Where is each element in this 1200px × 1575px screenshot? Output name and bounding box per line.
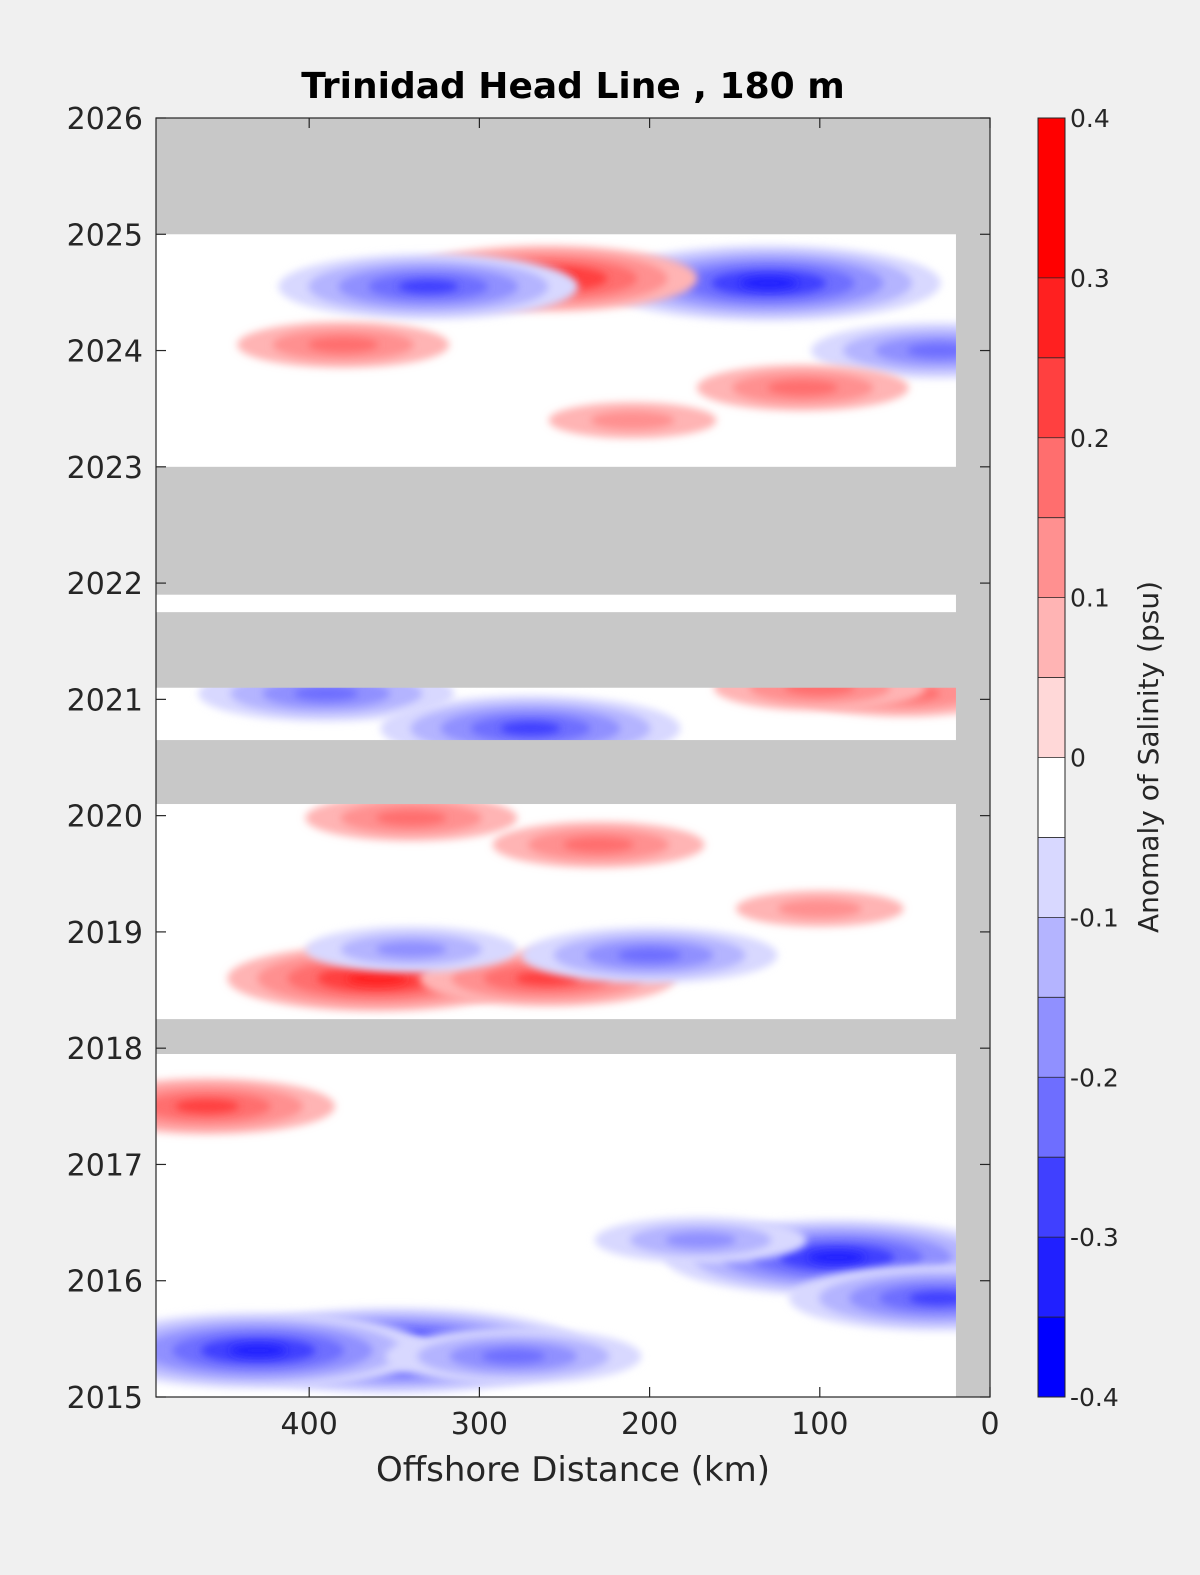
anomaly-contour xyxy=(229,1344,287,1357)
anomaly-feature xyxy=(156,1078,336,1135)
anomaly-contour xyxy=(175,1099,240,1114)
anomaly-contour xyxy=(347,971,408,986)
anomaly-contour xyxy=(908,1291,969,1305)
colorbar-band xyxy=(1038,997,1065,1078)
anomaly-feature xyxy=(594,1217,807,1264)
anomaly-contour xyxy=(375,941,447,958)
colorbar-band xyxy=(1038,277,1065,358)
anomaly-contour xyxy=(375,810,447,826)
anomaly-contour xyxy=(617,948,682,963)
anomaly-feature xyxy=(156,1312,431,1389)
colorbar: 0.4 0.3 0.2 0.1 0 -0.1 -0.2 -0.3 -0.4 Anomaly of… xyxy=(1037,104,1165,1412)
colorbar-band xyxy=(1038,118,1065,278)
y-tick-label: 2019 xyxy=(67,916,143,951)
anomaly-feature xyxy=(305,926,518,973)
anomaly-contour xyxy=(294,686,359,701)
colorbar-band xyxy=(1038,917,1065,998)
y-tick-label: 2024 xyxy=(67,335,143,370)
x-tick-label: 0 xyxy=(980,1407,999,1442)
anomaly-contour xyxy=(398,279,459,294)
colorbar-bands xyxy=(1038,118,1065,1397)
anomaly-feature xyxy=(278,253,579,320)
plot-frame xyxy=(155,117,991,1398)
missing-data-block xyxy=(156,612,990,688)
anomaly-contour xyxy=(500,721,561,736)
colorbar-band xyxy=(1038,837,1065,918)
colorbar-band xyxy=(1038,1157,1065,1238)
anomaly-feature xyxy=(385,1328,642,1385)
colorbar-tick-label: 0.4 xyxy=(1070,104,1110,133)
y-tick-label: 2018 xyxy=(67,1032,143,1067)
y-axis: 2015 2016 2017 2018 2019 2020 2021 2022 2023 2024… xyxy=(67,102,990,1416)
anomaly-feature xyxy=(810,322,990,379)
y-tick-label: 2026 xyxy=(67,102,143,137)
y-tick-label: 2023 xyxy=(67,451,143,486)
y-tick-label: 2021 xyxy=(67,683,143,718)
colorbar-tick-label: -0.1 xyxy=(1070,903,1119,932)
anomaly-contour xyxy=(906,343,971,358)
colorbar-band xyxy=(1038,517,1065,598)
colorbar-band xyxy=(1038,1237,1065,1318)
y-tick-label: 2020 xyxy=(67,800,143,835)
chart-title: Trinidad Head Line , 180 m xyxy=(301,66,844,107)
anomaly-contour xyxy=(740,276,798,290)
anomaly-contour xyxy=(307,337,379,353)
anomaly-contour xyxy=(808,1251,866,1264)
anomaly-feature xyxy=(788,1265,990,1332)
anomaly-feature xyxy=(237,321,450,368)
anomaly-feature xyxy=(548,402,717,439)
colorbar-band xyxy=(1038,677,1065,758)
anomaly-contour xyxy=(767,380,839,396)
anomaly-contour xyxy=(590,411,675,430)
colorbar-frame xyxy=(1037,117,1066,1398)
y-tick-label: 2017 xyxy=(67,1148,143,1183)
colorbar-band xyxy=(1038,1077,1065,1158)
colorbar-band xyxy=(1038,597,1065,678)
x-axis-label: Offshore Distance (km) xyxy=(376,1450,770,1490)
y-tick-label: 2025 xyxy=(67,218,143,253)
anomaly-feature xyxy=(521,927,778,984)
x-tick-label: 200 xyxy=(621,1407,678,1442)
anomaly-contour xyxy=(665,1232,736,1248)
missing-data-block xyxy=(156,1019,990,1054)
colorbar-label: Anomaly of Salinity (psu) xyxy=(1132,581,1165,933)
x-tick-label: 300 xyxy=(451,1407,508,1442)
anomaly-feature xyxy=(305,794,518,841)
anomaly-contour xyxy=(481,1349,546,1364)
colorbar-tick-label: -0.4 xyxy=(1070,1383,1119,1412)
colorbar-band xyxy=(1038,357,1065,438)
colorbar-band xyxy=(1038,1317,1065,1397)
y-tick-label: 2016 xyxy=(67,1265,143,1300)
y-tick-label: 2015 xyxy=(67,1381,143,1416)
colorbar-tick-label: 0.2 xyxy=(1070,424,1110,453)
x-tick-label: 100 xyxy=(791,1407,848,1442)
anomaly-feature xyxy=(492,821,705,868)
missing-data-layer xyxy=(156,118,990,1397)
colorbar-tick-label: 0 xyxy=(1070,744,1086,773)
missing-data-block xyxy=(156,740,990,805)
colorbar-band xyxy=(1038,437,1065,518)
anomaly-contour xyxy=(777,899,862,918)
anomaly-feature xyxy=(735,890,904,927)
missing-data-block xyxy=(156,118,990,235)
plot-area: 400 300 200 100 0 20152016201720182019202020… xyxy=(67,102,1000,1442)
colorbar-tick-label: -0.2 xyxy=(1070,1063,1119,1092)
colorbar-ticks: 0.4 0.3 0.2 0.1 0 -0.1 -0.2 -0.3 -0.4 xyxy=(1070,104,1119,1412)
x-tick-label: 400 xyxy=(281,1407,338,1442)
colorbar-tick-label: -0.3 xyxy=(1070,1223,1119,1252)
colorbar-tick-label: 0.1 xyxy=(1070,584,1110,613)
colorbar-tick-label: 0.3 xyxy=(1070,264,1110,293)
anomaly-feature xyxy=(696,364,909,411)
x-axis: 400 300 200 100 0 xyxy=(281,118,1000,1442)
y-tick-label: 2022 xyxy=(67,567,143,602)
colorbar-band xyxy=(1038,757,1065,838)
missing-data-block xyxy=(156,466,990,595)
anomaly-feature xyxy=(596,245,941,322)
anomaly-contour xyxy=(563,837,634,853)
